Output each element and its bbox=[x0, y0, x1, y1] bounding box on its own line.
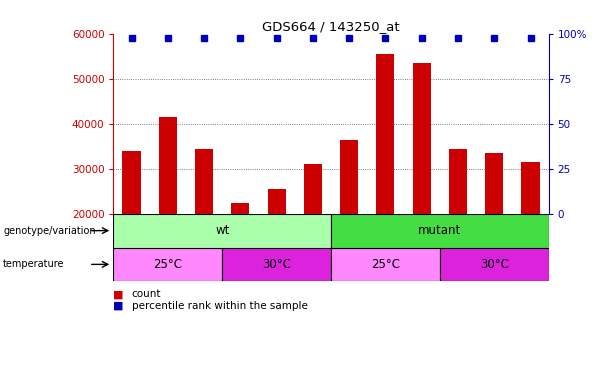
FancyBboxPatch shape bbox=[113, 248, 222, 281]
FancyBboxPatch shape bbox=[222, 248, 331, 281]
Text: 25°C: 25°C bbox=[153, 258, 182, 271]
Title: GDS664 / 143250_at: GDS664 / 143250_at bbox=[262, 20, 400, 33]
Text: 30°C: 30°C bbox=[480, 258, 509, 271]
Bar bbox=[522, 162, 539, 214]
Bar bbox=[159, 117, 177, 214]
FancyBboxPatch shape bbox=[440, 248, 549, 281]
Bar bbox=[195, 148, 213, 214]
FancyBboxPatch shape bbox=[331, 214, 549, 248]
Bar bbox=[449, 148, 467, 214]
FancyBboxPatch shape bbox=[331, 248, 440, 281]
Text: percentile rank within the sample: percentile rank within the sample bbox=[132, 301, 308, 310]
Bar bbox=[304, 164, 322, 214]
Text: 25°C: 25°C bbox=[371, 258, 400, 271]
Text: ■: ■ bbox=[113, 301, 124, 310]
Text: mutant: mutant bbox=[418, 224, 462, 237]
Text: genotype/variation: genotype/variation bbox=[3, 226, 96, 236]
Bar bbox=[340, 140, 358, 214]
FancyBboxPatch shape bbox=[113, 214, 331, 248]
Text: 30°C: 30°C bbox=[262, 258, 291, 271]
Text: wt: wt bbox=[215, 224, 229, 237]
Text: count: count bbox=[132, 290, 161, 299]
Bar bbox=[123, 151, 140, 214]
Bar bbox=[267, 189, 286, 214]
Text: ■: ■ bbox=[113, 290, 124, 299]
Bar bbox=[485, 153, 503, 214]
Bar bbox=[413, 63, 431, 214]
Text: temperature: temperature bbox=[3, 260, 64, 269]
Bar bbox=[376, 54, 395, 214]
Bar bbox=[231, 202, 249, 214]
